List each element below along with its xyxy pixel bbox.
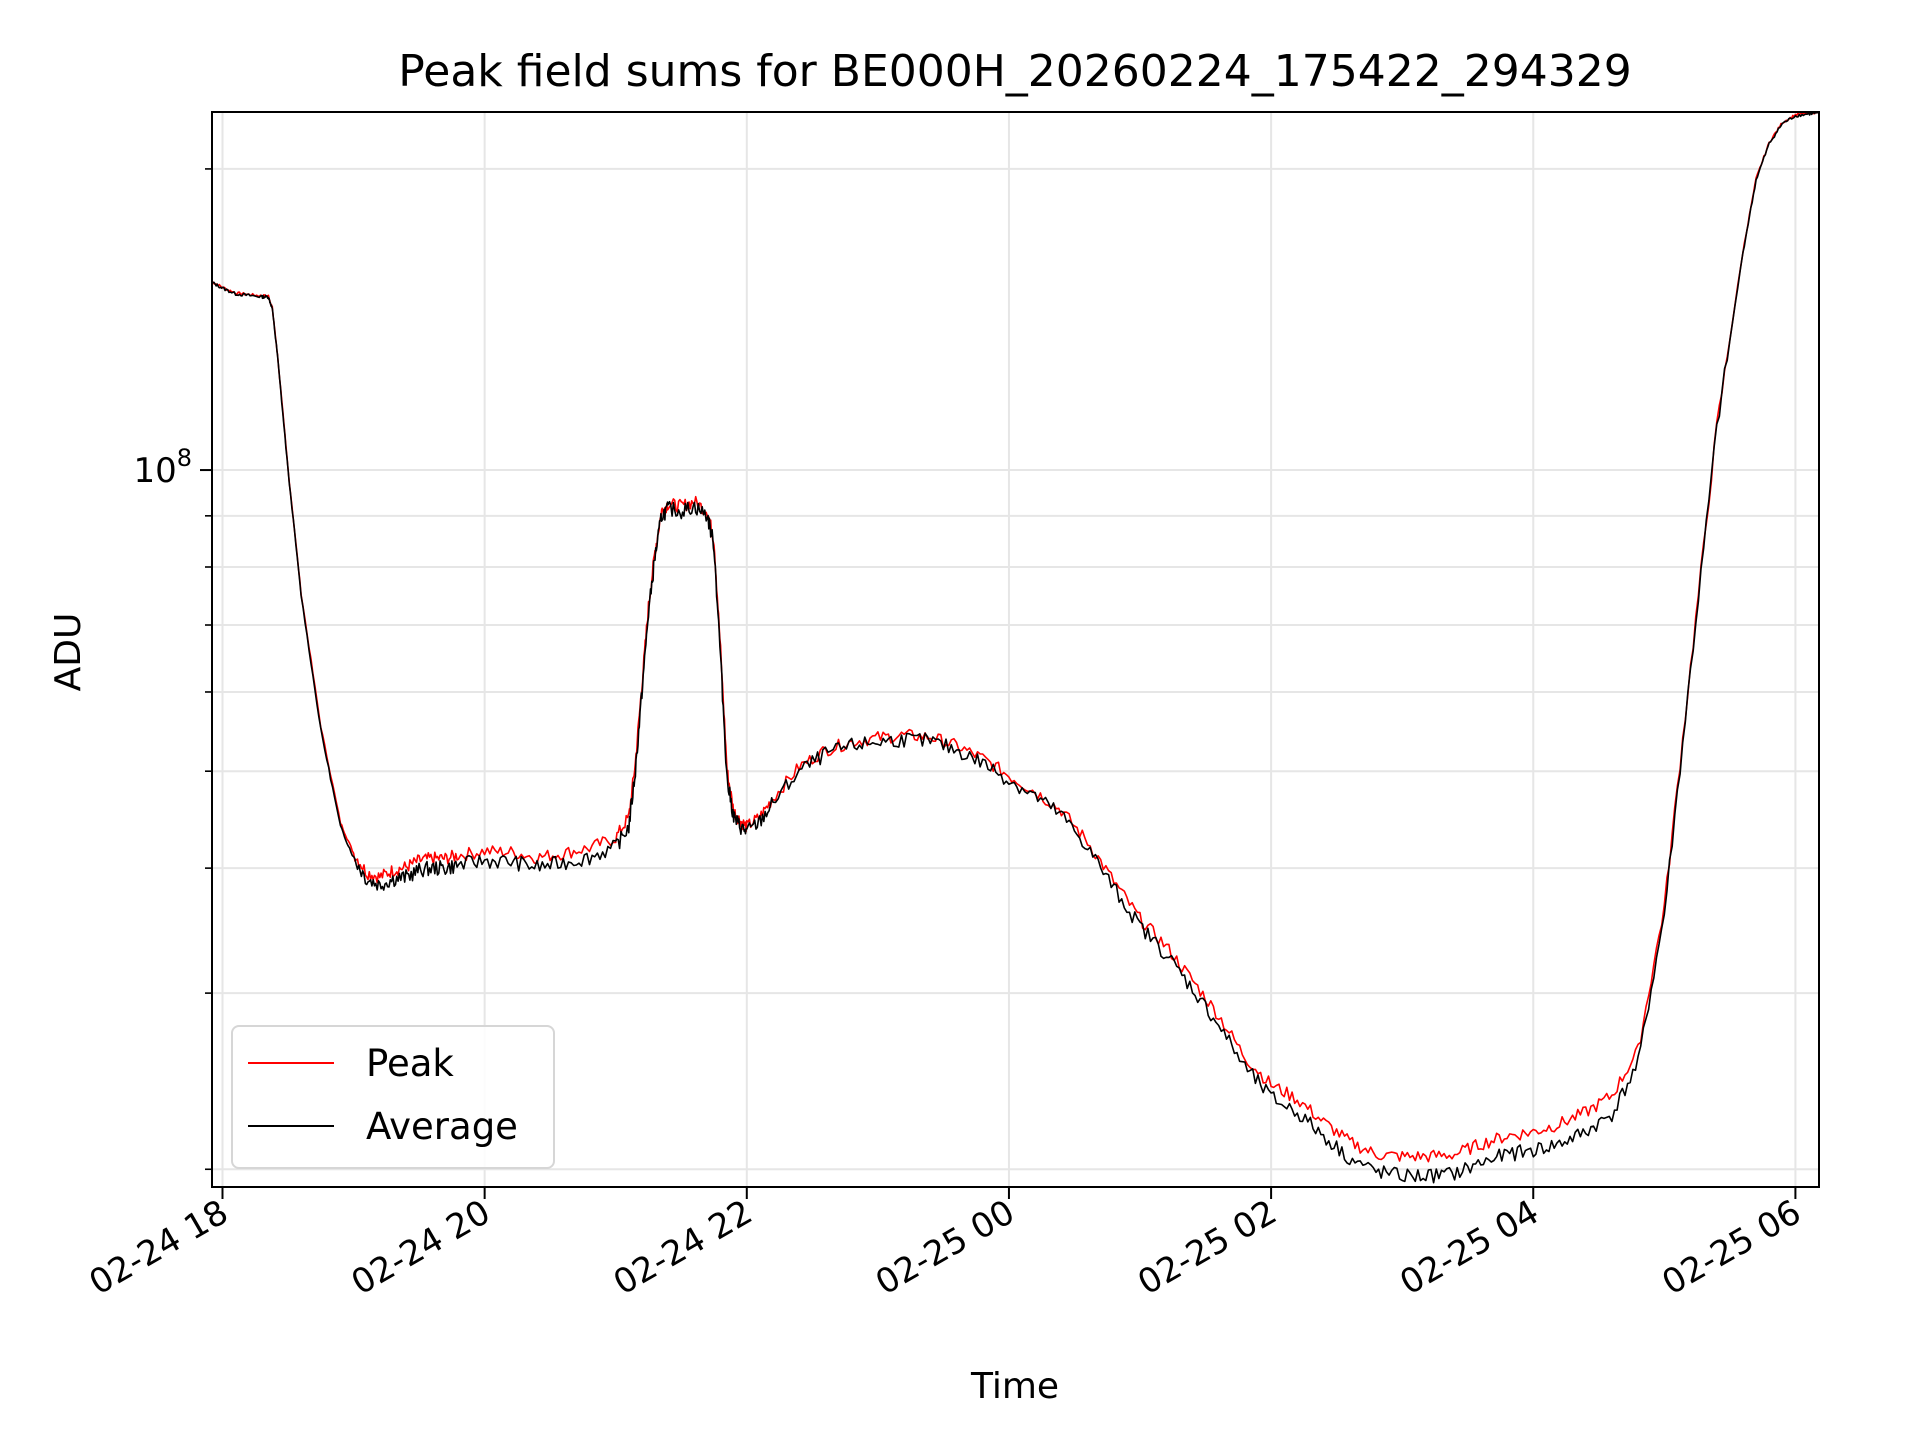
peak-series-line bbox=[211, 111, 1819, 1163]
y-tick-label: 108 bbox=[133, 444, 192, 491]
legend-average-label: Average bbox=[366, 1105, 518, 1148]
legend: Peak Average bbox=[231, 1025, 555, 1169]
legend-box bbox=[231, 1025, 555, 1169]
series-layer bbox=[211, 111, 1820, 1184]
plot-frame bbox=[211, 111, 1820, 1188]
grid-layer bbox=[212, 112, 1819, 1187]
y-axis-label: ADU bbox=[48, 613, 89, 692]
x-axis-label: Time bbox=[970, 1366, 1059, 1407]
chart-title: Peak field sums for BE000H_20260224_1754… bbox=[398, 46, 1631, 97]
y-tick-label-base: 10 bbox=[133, 451, 176, 491]
legend-peak-label: Peak bbox=[366, 1042, 454, 1085]
plot-area bbox=[212, 112, 1819, 1187]
y-tick-label-exponent: 8 bbox=[177, 444, 192, 472]
average-series-line bbox=[211, 111, 1820, 1184]
